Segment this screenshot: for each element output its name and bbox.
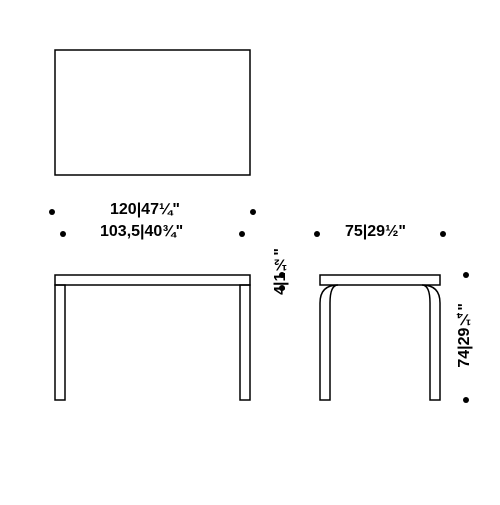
dim-dot [279,272,285,278]
side-height-label: 74|29¼" [456,303,474,368]
dim-dot [463,272,469,278]
front-width-bottom-label: 103,5|40¾" [100,223,183,241]
dim-dot [314,231,320,237]
dimension-diagram: 120|47¼" 103,5|40¾" 4|1½" 75|29½" 74|29¼… [0,0,500,500]
front-width-top-label: 120|47¼" [110,201,180,219]
dim-dot [250,209,256,215]
dim-dot [239,231,245,237]
dim-dot [279,285,285,291]
dim-dot [463,397,469,403]
dim-dot [60,231,66,237]
drawing-svg [0,0,500,500]
side-width-label: 75|29½" [345,223,406,241]
dim-dot [440,231,446,237]
dim-dot [49,209,55,215]
